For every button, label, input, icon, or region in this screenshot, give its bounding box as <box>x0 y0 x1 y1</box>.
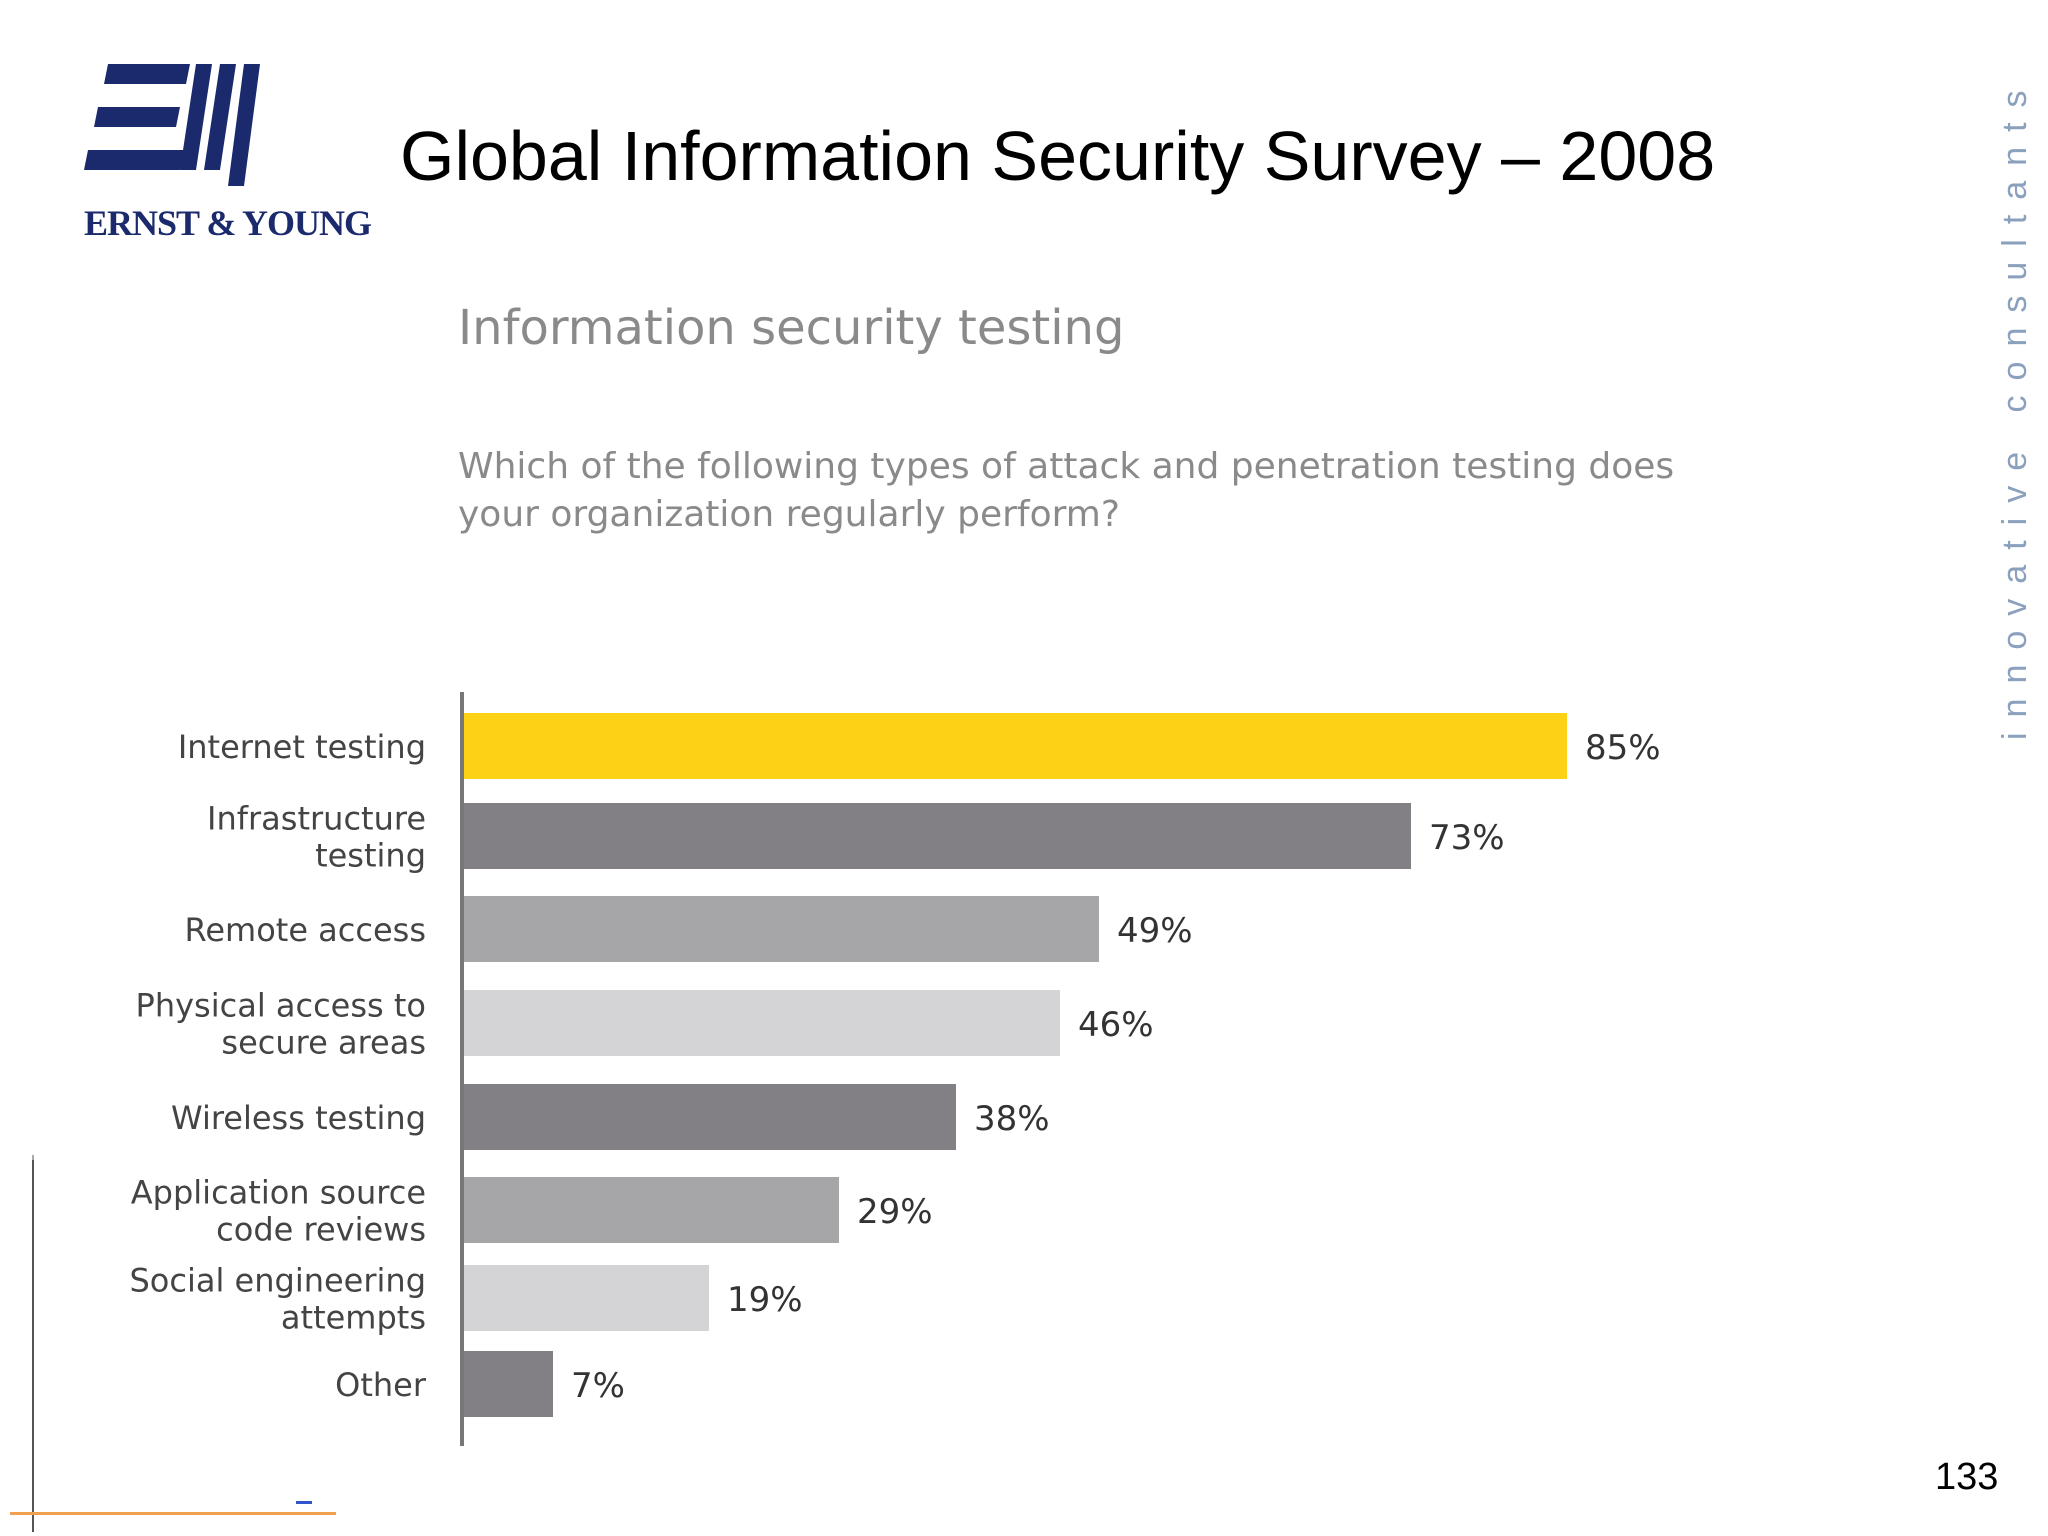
ernst-young-logo: ERNST & YOUNG <box>80 62 372 252</box>
bottom-accent-dash <box>296 1501 312 1504</box>
bar-3 <box>462 896 1099 962</box>
category-label-6-line-2: code reviews <box>216 1211 426 1249</box>
left-accent-line <box>32 1160 34 1532</box>
category-label-4-line-2: secure areas <box>221 1024 426 1062</box>
category-label-3-line-1: Remote access <box>185 911 426 949</box>
bar-8 <box>462 1351 553 1417</box>
category-label-8-line-1: Other <box>335 1366 427 1404</box>
page-number: 133 <box>1935 1456 1999 1498</box>
value-label-2: 73% <box>1429 818 1505 858</box>
chart-title: Information security testing <box>458 300 1125 356</box>
category-label-6-line-1: Application source <box>131 1174 426 1212</box>
category-label-7-line-2: attempts <box>281 1299 426 1337</box>
ey-logo-mark-icon <box>84 64 260 186</box>
value-label-3: 49% <box>1117 911 1193 951</box>
value-label-4: 46% <box>1078 1005 1154 1045</box>
value-label-8: 7% <box>571 1366 625 1406</box>
value-label-7: 19% <box>727 1280 803 1320</box>
bar-6 <box>462 1177 839 1243</box>
chart-question: Which of the following types of attack a… <box>458 446 1675 535</box>
bar-7 <box>462 1265 709 1331</box>
page-title: Global Information Security Survey – 200… <box>400 117 1716 195</box>
value-label-5: 38% <box>974 1099 1050 1139</box>
category-label-2-line-1: Infrastructure <box>207 800 426 838</box>
bar-1 <box>462 713 1567 779</box>
bar-2 <box>462 803 1411 869</box>
category-label-5-line-1: Wireless testing <box>171 1099 426 1137</box>
value-label-1: 85% <box>1585 728 1661 768</box>
logo-wordmark: ERNST & YOUNG <box>84 203 372 243</box>
bar-5 <box>462 1084 956 1150</box>
bottom-accent-line <box>10 1512 336 1515</box>
category-label-4-line-1: Physical access to <box>136 987 426 1025</box>
category-label-2-line-2: testing <box>315 837 426 875</box>
category-label-1-line-1: Internet testing <box>178 728 426 766</box>
category-label-7-line-1: Social engineering <box>129 1262 426 1300</box>
value-label-6: 29% <box>857 1192 933 1232</box>
bar-4 <box>462 990 1060 1056</box>
